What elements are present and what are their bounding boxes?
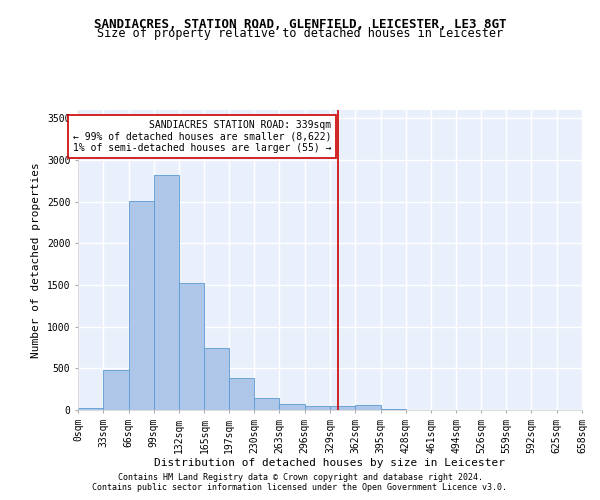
X-axis label: Distribution of detached houses by size in Leicester: Distribution of detached houses by size …: [155, 458, 505, 468]
Bar: [305, 406, 330, 410]
Bar: [380, 409, 406, 410]
Bar: [330, 406, 355, 410]
Y-axis label: Number of detached properties: Number of detached properties: [31, 162, 41, 358]
Bar: [229, 378, 254, 410]
Text: Size of property relative to detached houses in Leicester: Size of property relative to detached ho…: [97, 28, 503, 40]
Text: Contains HM Land Registry data © Crown copyright and database right 2024.: Contains HM Land Registry data © Crown c…: [118, 472, 482, 482]
Bar: [128, 201, 154, 410]
Bar: [154, 175, 179, 410]
Bar: [254, 398, 280, 410]
Text: SANDIACRES STATION ROAD: 339sqm
← 99% of detached houses are smaller (8,622)
1% : SANDIACRES STATION ROAD: 339sqm ← 99% of…: [73, 120, 332, 153]
Bar: [355, 406, 380, 410]
Bar: [205, 348, 229, 410]
Bar: [103, 370, 128, 410]
Text: Contains public sector information licensed under the Open Government Licence v3: Contains public sector information licen…: [92, 482, 508, 492]
Bar: [280, 404, 305, 410]
Bar: [78, 408, 103, 410]
Text: SANDIACRES, STATION ROAD, GLENFIELD, LEICESTER, LE3 8GT: SANDIACRES, STATION ROAD, GLENFIELD, LEI…: [94, 18, 506, 30]
Bar: [179, 284, 205, 410]
